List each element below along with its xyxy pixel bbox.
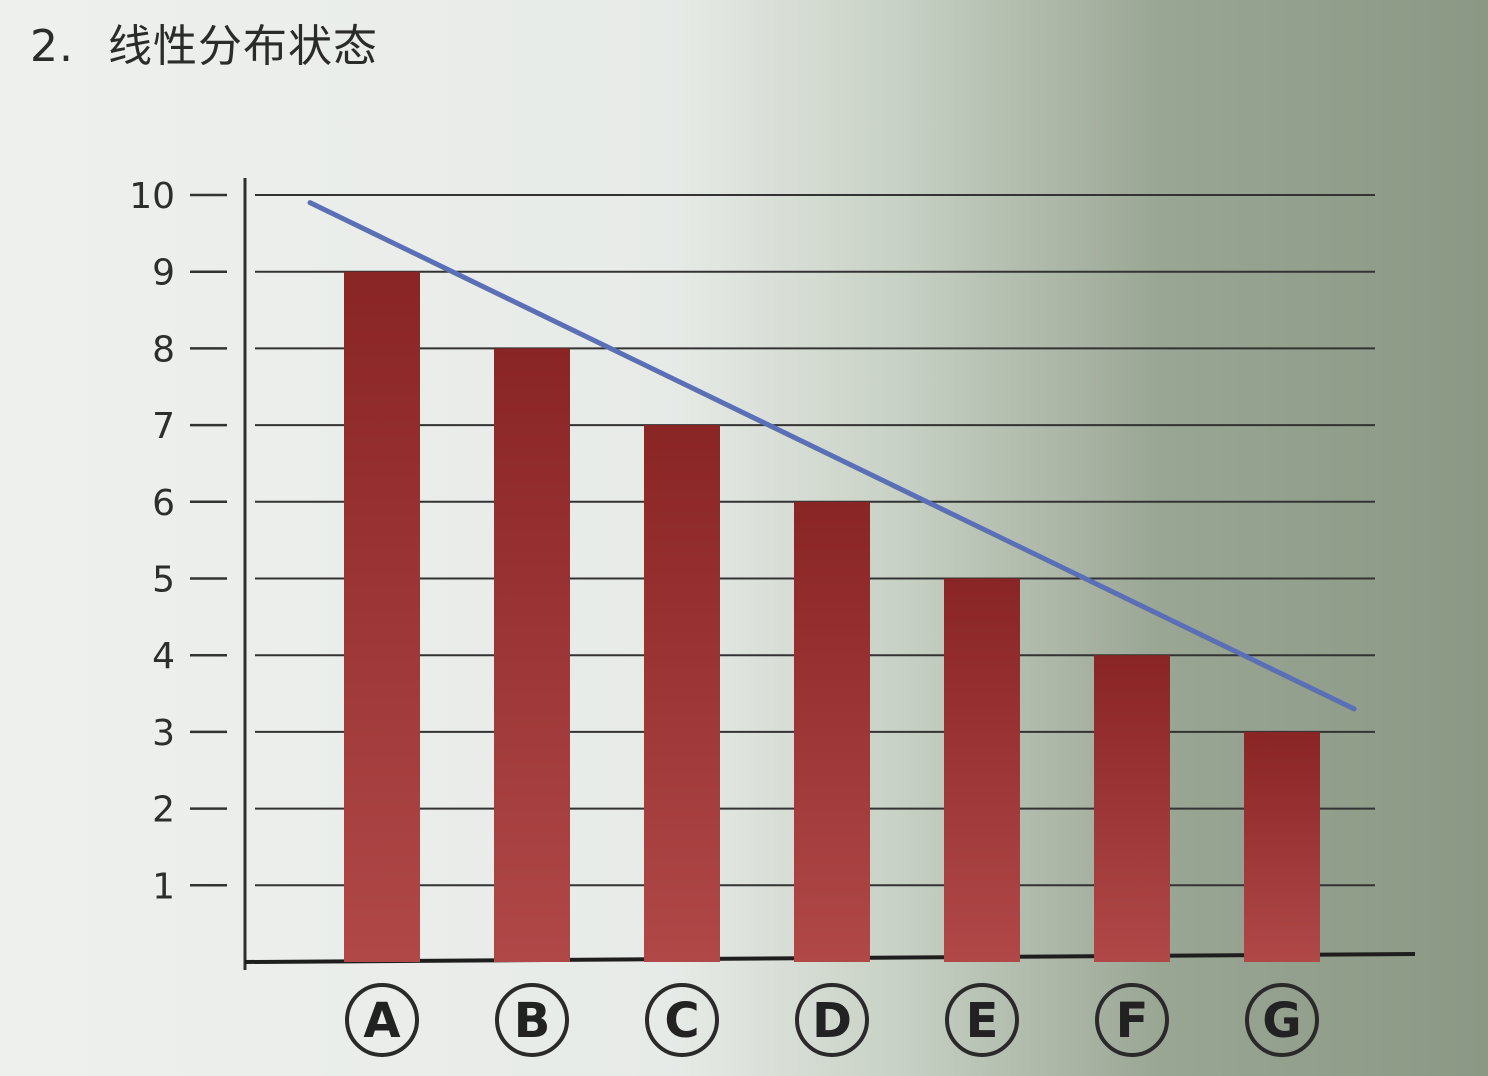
title-number: 2. [30, 21, 74, 72]
category-label-D: D [812, 993, 852, 1049]
chart-title: 2. 线性分布状态 [30, 10, 378, 74]
y-tick-label-9: 9 [152, 253, 175, 294]
category-circle-D [795, 983, 869, 1057]
title-text: 线性分布状态 [107, 21, 378, 72]
y-tick-label-1: 1 [152, 866, 175, 907]
y-tick-label-7: 7 [152, 406, 175, 447]
y-tick-label-6: 6 [152, 483, 175, 524]
bar-A [344, 271, 420, 962]
bar-F [1094, 655, 1170, 962]
bar-D [794, 501, 870, 962]
bar-G [1244, 731, 1320, 962]
category-circle-E [945, 983, 1019, 1057]
category-label-B: B [514, 993, 551, 1049]
y-tick-label-5: 5 [152, 560, 175, 601]
category-label-G: G [1262, 993, 1301, 1049]
category-circle-B [495, 983, 569, 1057]
category-label-F: F [1116, 993, 1149, 1049]
category-circle-G [1245, 983, 1319, 1057]
bar-B [494, 348, 570, 962]
trend-line [307, 200, 1357, 712]
y-tick-label-10: 10 [129, 176, 175, 217]
category-circle-C [645, 983, 719, 1057]
y-tick-label-4: 4 [152, 636, 175, 677]
y-tick-label-2: 2 [152, 790, 175, 831]
y-tick-label-3: 3 [152, 713, 175, 754]
category-label-E: E [966, 993, 999, 1049]
category-label-A: A [363, 993, 400, 1049]
bar-C [644, 425, 720, 963]
category-circle-F [1095, 983, 1169, 1057]
category-circle-A [345, 983, 419, 1057]
bar-E [944, 578, 1020, 962]
category-label-C: C [664, 993, 699, 1049]
y-tick-label-8: 8 [152, 329, 175, 370]
